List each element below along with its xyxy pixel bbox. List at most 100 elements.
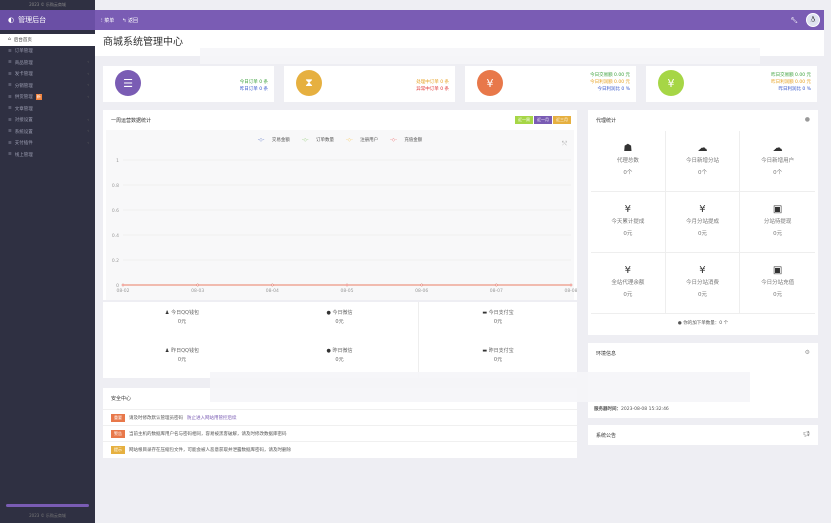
security-text: 网站根目录存在压缩包文件，可能会被人恶意获取并泄露数据库密码，请及时删除 bbox=[129, 447, 291, 453]
agent-stat: ¥ 今日分站消费 0元 bbox=[665, 253, 741, 314]
data-point bbox=[345, 283, 349, 287]
top-header: ◐ 管理后台 ⁝ 菜单 ↰ 返回 🔧︎ 🐧︎ bbox=[0, 10, 824, 30]
chevron-left-icon: ‹ bbox=[87, 71, 89, 77]
sidebar-item-label: 支付插件 bbox=[14, 141, 33, 147]
security-link[interactable]: 防止进入网站用管控后续 bbox=[187, 415, 237, 421]
wrench-icon[interactable]: 🔧︎ bbox=[790, 16, 798, 24]
stat-card: ¥ 昨日交易额 0.00 元昨日利润额 0.00 元昨日利润比 0 % bbox=[646, 66, 817, 102]
agent-stat-label: 今日新增分站 bbox=[685, 158, 719, 164]
agent-stat-label: 全站代理余额 bbox=[611, 280, 645, 286]
payment-value: 0元 bbox=[493, 319, 503, 325]
sidebar-item[interactable]: ⌂ 后台首页 bbox=[0, 34, 95, 46]
sidebar-item[interactable]: ≡ 线上管理 bbox=[0, 149, 95, 161]
menu-button[interactable]: ⁝ 菜单 bbox=[101, 17, 114, 24]
settings-icon[interactable]: ⚙ bbox=[804, 349, 810, 356]
chevron-left-icon: ‹ bbox=[87, 83, 89, 89]
sidebar-scrollbar[interactable] bbox=[6, 504, 89, 507]
sidebar-item[interactable]: ≡ 供货管理新 ‹ bbox=[0, 92, 95, 104]
security-tag: 警告 bbox=[111, 429, 125, 438]
agent-stat-label: 今日分站消费 bbox=[685, 280, 719, 286]
menu-icon: ⁝ bbox=[101, 17, 103, 24]
money-icon: ▣ bbox=[772, 204, 783, 215]
chevron-left-icon: ‹ bbox=[87, 140, 89, 146]
x-tick-label: 08-02 bbox=[116, 288, 129, 294]
sidebar-item[interactable]: ≡ 支付插件 ‹ bbox=[0, 138, 95, 150]
agent-stat-label: 今日分站充值 bbox=[761, 280, 795, 286]
bullhorn-icon: 📢︎ bbox=[802, 431, 810, 438]
agent-stat-value: 0元 bbox=[697, 231, 707, 237]
legend-label: 充值金额 bbox=[404, 138, 423, 143]
range-button[interactable]: 近三月 bbox=[553, 116, 571, 124]
sidebar-item[interactable]: ≡ 对接设置 ‹ bbox=[0, 115, 95, 127]
restore-icon[interactable]: ⤲ bbox=[562, 140, 567, 147]
chart-panel-title: 一周运营数据统计 bbox=[111, 118, 152, 124]
sidebar-item[interactable]: ≡ 发卡管理 ‹ bbox=[0, 69, 95, 81]
agent-stat-value: 0元 bbox=[773, 292, 783, 298]
qq-icon: ♟ bbox=[165, 348, 170, 354]
payment-label: 今日支付宝 bbox=[488, 310, 514, 316]
agent-footer-text: 你的加下单数量：0 个 bbox=[683, 321, 729, 326]
yen-icon: ¥ bbox=[624, 265, 632, 276]
legend-marker-icon: -◇- bbox=[301, 138, 309, 143]
stat-line: 处理中订单 0 条 bbox=[416, 80, 449, 85]
notice-panel: 系统公告 📢︎ bbox=[588, 425, 818, 445]
sidebar-item[interactable]: ≡ 分销管理 ‹ bbox=[0, 80, 95, 92]
server-time: 2023-08-08 15:32:46 bbox=[621, 407, 669, 412]
sidebar-item[interactable]: ≡ 订单管理 bbox=[0, 46, 95, 58]
avatar[interactable]: 🐧︎ bbox=[806, 13, 820, 27]
chevron-left-icon: ‹ bbox=[87, 60, 89, 66]
brand[interactable]: ◐ 管理后台 bbox=[0, 10, 95, 30]
security-row: 重要 请及时修改默认管理员密码 防止进入网站用管控后续 bbox=[103, 409, 577, 425]
payment-value: 0元 bbox=[335, 319, 344, 325]
settings-icon[interactable]: ● bbox=[804, 116, 810, 123]
legend-item[interactable]: -◇- 充值金额 bbox=[387, 138, 425, 143]
menu-item-icon: ≡ bbox=[8, 60, 12, 66]
security-text: 请及时修改默认管理员密码 bbox=[129, 415, 183, 421]
payment-label: 昨日支付宝 bbox=[488, 348, 514, 354]
sidebar-item-label: 供货管理 bbox=[14, 95, 33, 101]
menu-item-icon: ≡ bbox=[8, 48, 12, 54]
chevron-left-icon: ‹ bbox=[87, 129, 89, 135]
hourglass-icon: ⧗ bbox=[296, 70, 322, 96]
security-tag: 重要 bbox=[111, 413, 125, 422]
sidebar-item-label: 线上管理 bbox=[14, 152, 33, 158]
sidebar-footer: 2023 © 乐购云商城 bbox=[29, 513, 66, 518]
chart-panel: 一周运营数据统计 近一周 近一月 近三月 -◇- 交易金额 -◇- 订单数量 -◇- 注… bbox=[103, 110, 577, 300]
payment-value: 0元 bbox=[177, 357, 187, 363]
legend-item[interactable]: -◇- 订单数量 bbox=[299, 138, 337, 143]
range-button[interactable]: 近一周 bbox=[515, 116, 533, 124]
money-icon: ▣ bbox=[772, 265, 783, 276]
menu-item-icon: ≡ bbox=[8, 129, 12, 135]
back-icon: ↰ bbox=[122, 17, 127, 24]
legend-item[interactable]: -◇- 交易金额 bbox=[255, 138, 293, 143]
sidebar-item[interactable]: ≡ 系统设置 ‹ bbox=[0, 126, 95, 138]
logo-icon: ◐ bbox=[8, 16, 15, 24]
stat-line: 今日利润比 0 % bbox=[597, 87, 631, 92]
agent-panel: 代理统计 ● ☗ 代理总数 0个 ☁ 今日新增分站 0个 ☁ 今日新增用户 0个 ¥ 今天累计提成 0… bbox=[588, 110, 818, 335]
chevron-left-icon: ‹ bbox=[87, 94, 89, 100]
cloud-icon: ☁ bbox=[772, 143, 783, 154]
legend-item[interactable]: -◇- 注册用户 bbox=[343, 138, 381, 143]
agent-stat: ▣ 今日分站充值 0元 bbox=[740, 253, 815, 314]
sidebar-item-label: 商品管理 bbox=[14, 60, 33, 66]
menu-item-icon: ≡ bbox=[8, 106, 12, 112]
agent-stat-value: 0元 bbox=[623, 231, 633, 237]
payment-panel: ♟ 今日QQ钱包 0元 ● 今日微信 0元 ▬ 今日支付宝 0元 ♟ 昨日QQ钱包 0元 ● 昨… bbox=[103, 302, 577, 378]
back-button[interactable]: ↰ 返回 bbox=[122, 17, 138, 24]
sidebar-item[interactable]: ≡ 商品管理 ‹ bbox=[0, 57, 95, 69]
security-title: 安全中心 bbox=[111, 396, 132, 402]
stat-line: 昨日利润额 0.00 元 bbox=[771, 80, 811, 85]
sidebar-item[interactable]: ≡ 文章管理 bbox=[0, 103, 95, 115]
range-button[interactable]: 近一月 bbox=[534, 116, 552, 124]
payment-label: 今日QQ钱包 bbox=[171, 310, 199, 316]
yen-icon: ¥ bbox=[699, 265, 706, 276]
cloud-icon: ☁ bbox=[697, 143, 708, 154]
x-tick-label: 08-08 bbox=[564, 288, 577, 294]
y-tick-label: 0 bbox=[116, 283, 119, 289]
x-tick-label: 08-05 bbox=[340, 288, 353, 294]
wechat-icon: ● bbox=[326, 348, 331, 354]
payment-label: 昨日QQ钱包 bbox=[171, 348, 199, 354]
agent-stat-label: 今月分站提成 bbox=[685, 219, 719, 225]
sidebar-item-label: 系统设置 bbox=[14, 129, 33, 135]
brand-label: 管理后台 bbox=[18, 16, 47, 24]
